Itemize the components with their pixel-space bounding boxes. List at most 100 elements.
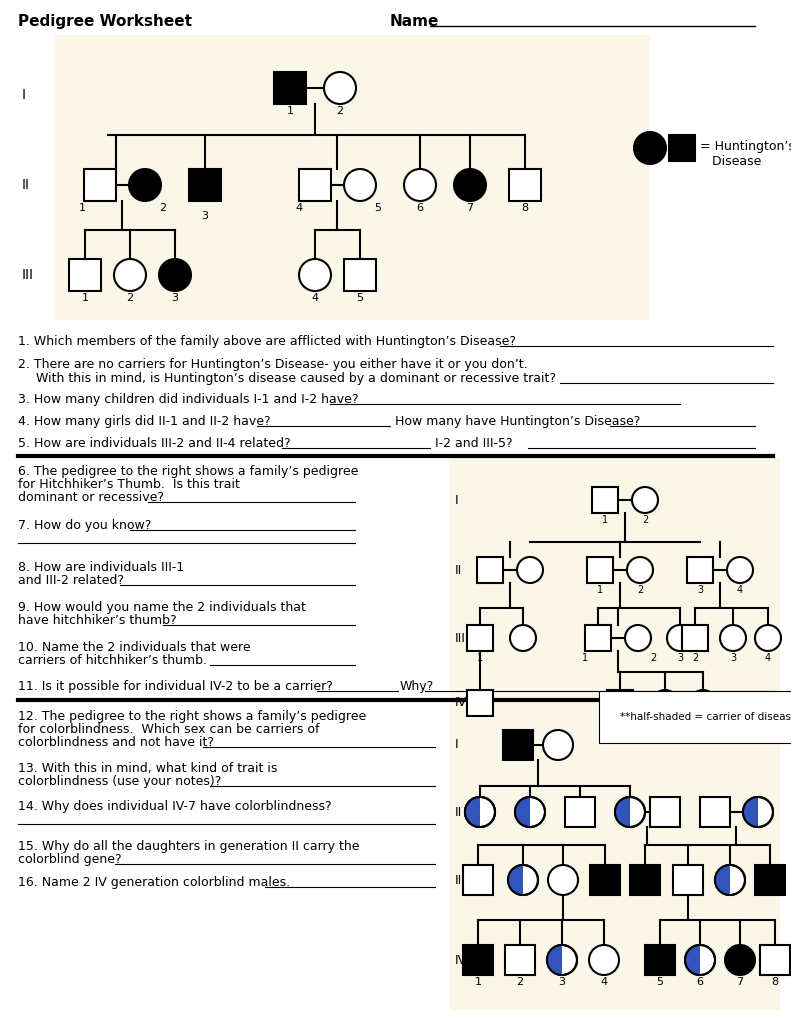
Bar xyxy=(450,702,780,1010)
Text: III: III xyxy=(455,632,466,644)
Text: 1: 1 xyxy=(597,585,603,595)
Circle shape xyxy=(743,797,773,827)
Text: 2: 2 xyxy=(127,293,134,303)
Wedge shape xyxy=(615,797,630,827)
Text: dominant or recessive?: dominant or recessive? xyxy=(18,490,164,504)
Text: How many have Huntington’s Disease?: How many have Huntington’s Disease? xyxy=(395,415,641,428)
Bar xyxy=(673,865,703,895)
Bar xyxy=(760,945,790,975)
Text: 5. How are individuals III-2 and II-4 related?: 5. How are individuals III-2 and II-4 re… xyxy=(18,437,290,450)
Bar xyxy=(69,259,101,291)
Text: 9. How would you name the 2 individuals that: 9. How would you name the 2 individuals … xyxy=(18,601,306,614)
Bar xyxy=(55,35,650,319)
Bar xyxy=(585,625,611,651)
Bar xyxy=(477,557,503,583)
Circle shape xyxy=(114,259,146,291)
Text: 4: 4 xyxy=(312,293,319,303)
Text: 2: 2 xyxy=(662,718,668,728)
Text: 10. Name the 2 individuals that were: 10. Name the 2 individuals that were xyxy=(18,641,251,654)
Text: III: III xyxy=(22,268,34,282)
Circle shape xyxy=(510,625,536,651)
Bar xyxy=(607,690,633,716)
Bar xyxy=(565,797,595,827)
Text: 7: 7 xyxy=(467,203,474,213)
Circle shape xyxy=(720,625,746,651)
Text: Why?: Why? xyxy=(400,680,434,693)
Circle shape xyxy=(454,169,486,201)
Text: 1: 1 xyxy=(78,203,85,213)
Text: 3: 3 xyxy=(202,211,209,221)
Circle shape xyxy=(324,72,356,104)
Circle shape xyxy=(755,625,781,651)
Circle shape xyxy=(652,690,678,716)
Bar xyxy=(650,797,680,827)
Text: 3. How many children did individuals I-1 and I-2 have?: 3. How many children did individuals I-1… xyxy=(18,393,358,406)
Bar xyxy=(509,169,541,201)
Text: 1: 1 xyxy=(286,106,293,116)
Bar xyxy=(682,625,708,651)
Circle shape xyxy=(685,945,715,975)
Text: 6: 6 xyxy=(417,203,423,213)
Wedge shape xyxy=(515,797,530,827)
Circle shape xyxy=(159,259,191,291)
Circle shape xyxy=(404,169,436,201)
Text: 11. Is it possible for individual IV-2 to be a carrier?: 11. Is it possible for individual IV-2 t… xyxy=(18,680,333,693)
Text: 16. Name 2 IV generation colorblind males.: 16. Name 2 IV generation colorblind male… xyxy=(18,876,290,889)
Text: 2: 2 xyxy=(692,653,698,663)
Text: 15. Why do all the daughters in generation II carry the: 15. Why do all the daughters in generati… xyxy=(18,840,359,853)
Text: **half-shaded = carrier of disease: **half-shaded = carrier of disease xyxy=(620,712,791,722)
Text: 1: 1 xyxy=(617,718,623,728)
Text: 4: 4 xyxy=(737,585,743,595)
Bar xyxy=(189,169,221,201)
Circle shape xyxy=(517,557,543,583)
Text: 7: 7 xyxy=(736,977,744,987)
Circle shape xyxy=(615,797,645,827)
Text: carriers of hitchhiker’s thumb.: carriers of hitchhiker’s thumb. xyxy=(18,654,207,667)
Bar xyxy=(645,945,675,975)
Wedge shape xyxy=(465,797,480,827)
Text: I: I xyxy=(455,494,459,507)
Text: colorblindness and not have it?: colorblindness and not have it? xyxy=(18,736,214,749)
Text: 12. The pedigree to the right shows a family’s pedigree: 12. The pedigree to the right shows a fa… xyxy=(18,710,366,723)
Text: I-2 and III-5?: I-2 and III-5? xyxy=(435,437,513,450)
Text: 5: 5 xyxy=(357,293,364,303)
Text: 3: 3 xyxy=(172,293,179,303)
Text: and III-2 related?: and III-2 related? xyxy=(18,574,124,587)
Text: II: II xyxy=(455,563,462,577)
Text: II: II xyxy=(455,806,462,818)
Bar xyxy=(84,169,116,201)
Circle shape xyxy=(129,169,161,201)
Bar xyxy=(467,625,493,651)
Text: 6. The pedigree to the right shows a family’s pedigree: 6. The pedigree to the right shows a fam… xyxy=(18,465,358,478)
Text: 1: 1 xyxy=(81,293,89,303)
Text: 3: 3 xyxy=(558,977,566,987)
Text: IV: IV xyxy=(455,696,467,710)
Text: for Hitchhiker’s Thumb.  Is this trait: for Hitchhiker’s Thumb. Is this trait xyxy=(18,478,240,490)
Bar xyxy=(669,135,695,161)
Bar xyxy=(755,865,785,895)
Bar xyxy=(587,557,613,583)
Text: 2: 2 xyxy=(517,977,524,987)
Text: I: I xyxy=(22,88,26,102)
Circle shape xyxy=(625,625,651,651)
Text: 1: 1 xyxy=(602,515,608,525)
Bar xyxy=(344,259,376,291)
Wedge shape xyxy=(685,945,700,975)
Bar xyxy=(700,797,730,827)
Text: II: II xyxy=(22,178,30,193)
Bar xyxy=(590,865,620,895)
Text: 7. How do you know?: 7. How do you know? xyxy=(18,519,151,532)
Text: 3: 3 xyxy=(697,585,703,595)
Text: 14. Why does individual IV-7 have colorblindness?: 14. Why does individual IV-7 have colorb… xyxy=(18,800,331,813)
Text: 8: 8 xyxy=(771,977,778,987)
Circle shape xyxy=(715,865,745,895)
Text: 3: 3 xyxy=(700,718,706,728)
Circle shape xyxy=(725,945,755,975)
Text: 4. How many girls did II-1 and II-2 have?: 4. How many girls did II-1 and II-2 have… xyxy=(18,415,271,428)
Text: 2: 2 xyxy=(637,585,643,595)
Circle shape xyxy=(508,865,538,895)
Bar xyxy=(503,730,533,760)
Circle shape xyxy=(548,865,578,895)
Text: 6: 6 xyxy=(697,977,703,987)
Bar xyxy=(467,690,493,716)
